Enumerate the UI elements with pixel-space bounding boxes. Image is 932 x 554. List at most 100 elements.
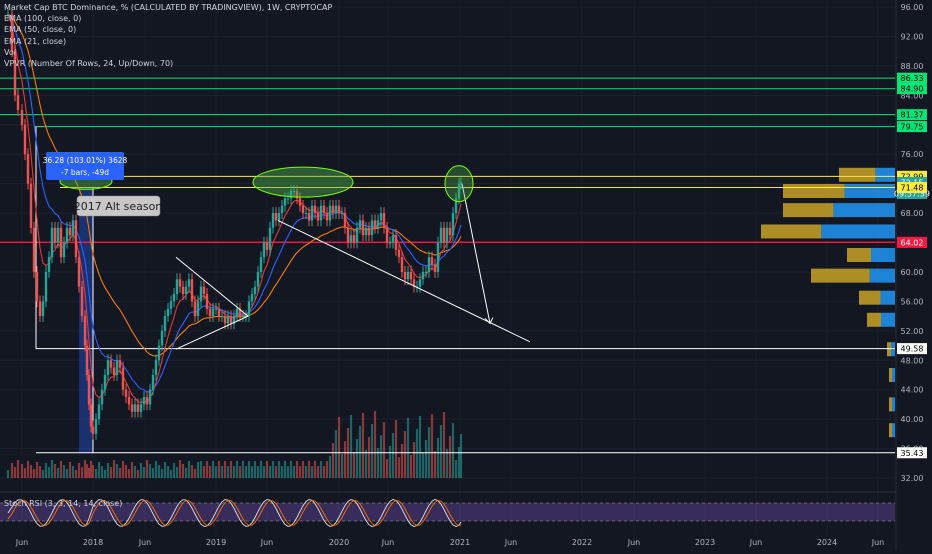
candles	[6, 8, 463, 440]
candle-body	[38, 301, 42, 317]
volume-bar	[208, 466, 212, 478]
volume-bar	[121, 461, 125, 478]
volume-bar	[151, 468, 155, 478]
volume-bar	[367, 437, 371, 478]
volume-bar	[418, 416, 422, 478]
price-axis: 96.0092.0088.0084.0080.0076.0072.0068.00…	[894, 0, 932, 550]
volume-bar	[319, 461, 323, 478]
candle-body	[53, 227, 57, 243]
candle-body	[145, 397, 149, 405]
candle-body	[376, 220, 380, 228]
legend-ema50[interactable]: EMA (50, close, 0)	[4, 25, 77, 35]
volume-bar	[253, 461, 257, 478]
candle-body	[334, 205, 338, 214]
candle-body	[121, 367, 125, 390]
volume-bar	[322, 466, 326, 478]
candle-body	[169, 301, 173, 309]
candle-body	[23, 124, 27, 155]
volume-bar	[286, 466, 290, 478]
candle-body	[439, 227, 443, 243]
volume-bar	[310, 466, 314, 478]
volume-bar	[23, 468, 27, 478]
candle-body	[94, 419, 98, 434]
vpvr-down-segment	[761, 224, 822, 239]
price-label-text: 86.33	[901, 74, 924, 83]
volume-bar	[53, 464, 57, 478]
volume-bar	[127, 469, 131, 478]
volume-bar	[265, 461, 269, 478]
candle-body	[382, 213, 386, 228]
volume-bar	[172, 463, 176, 478]
price-tick-label: 84.00	[901, 91, 924, 100]
candle-body	[313, 205, 317, 214]
price-label-badge	[897, 170, 927, 182]
vpvr-up-segment	[892, 367, 895, 382]
volume-bar	[220, 466, 224, 478]
legend-ema100[interactable]: EMA (100, close, 0)	[4, 14, 82, 24]
volume-bar	[409, 455, 413, 478]
volume-bar	[59, 461, 63, 478]
candle-body	[385, 227, 389, 243]
candle-body	[6, 14, 10, 16]
legend-title[interactable]: Market Cap BTC Dominance, % (CALCULATED …	[4, 3, 333, 12]
time-tick-label: 2022	[572, 538, 592, 547]
price-tick-label: 52.00	[901, 327, 924, 336]
volume-bar	[199, 461, 203, 478]
candle-body	[316, 213, 320, 221]
volume-bar	[307, 461, 311, 478]
candle-body	[268, 227, 272, 250]
volume-bar	[391, 433, 395, 478]
volume-bar	[50, 460, 54, 478]
volume-bar	[97, 462, 101, 478]
candle-body	[340, 213, 344, 215]
candle-body	[346, 227, 350, 243]
vpvr-profile	[761, 167, 895, 438]
time-tick-label: Jun	[138, 538, 152, 547]
volume-bar	[241, 461, 245, 478]
candle-body	[87, 374, 91, 405]
volume-bar	[379, 435, 383, 478]
volume-bar	[74, 470, 78, 478]
candle-body	[196, 301, 200, 317]
price-label-text: 79.75	[901, 123, 924, 132]
volume-bar	[130, 462, 134, 478]
projection-arrow	[461, 183, 491, 324]
candle-body	[232, 316, 236, 324]
volume-bar	[85, 464, 89, 478]
legend-vol[interactable]: Vol	[4, 47, 16, 57]
horizontal-levels	[0, 77, 895, 454]
time-tick-label: Jun	[749, 538, 763, 547]
volume-bar	[448, 436, 452, 478]
volume-bar	[91, 465, 95, 478]
candle-body	[205, 294, 209, 309]
vpvr-down-segment	[783, 203, 834, 218]
candle-body	[74, 220, 78, 258]
legend-ema21[interactable]: EMA (21, close)	[4, 36, 67, 46]
candle-body	[319, 205, 323, 221]
top-ellipse	[252, 166, 354, 198]
candle-body	[280, 205, 284, 214]
vpvr-down-segment	[889, 397, 892, 412]
candle-body	[97, 404, 101, 420]
stoch-rsi-label[interactable]: Stoch RSI (3, 3, 14, 14, close)	[4, 499, 123, 508]
price-tick-label: 56.00	[901, 297, 924, 306]
volume-bar	[238, 466, 242, 478]
candle-body	[379, 213, 383, 221]
time-tick-label: Jun	[627, 538, 641, 547]
price-label-text: 84.90	[901, 85, 924, 94]
volume-bar	[229, 461, 233, 478]
candle-body	[193, 301, 197, 317]
candle-body	[235, 308, 239, 317]
legend-vpvr[interactable]: VPVR (Number Of Rows, 24, Up/Down, 70)	[4, 58, 174, 68]
candle-body	[364, 227, 368, 236]
candle-body	[202, 286, 206, 295]
time-axis: Jun 2018 Jun 2019 Jun 2020 Jun 2021 Jun 2022 Jun 20…	[15, 538, 885, 547]
candle-body	[442, 227, 446, 243]
price-label-text: 81.37	[901, 111, 924, 120]
volume-bar	[445, 449, 449, 478]
vpvr-down-segment	[811, 268, 870, 283]
volume-bar	[388, 446, 392, 478]
volume-bar	[436, 438, 440, 478]
